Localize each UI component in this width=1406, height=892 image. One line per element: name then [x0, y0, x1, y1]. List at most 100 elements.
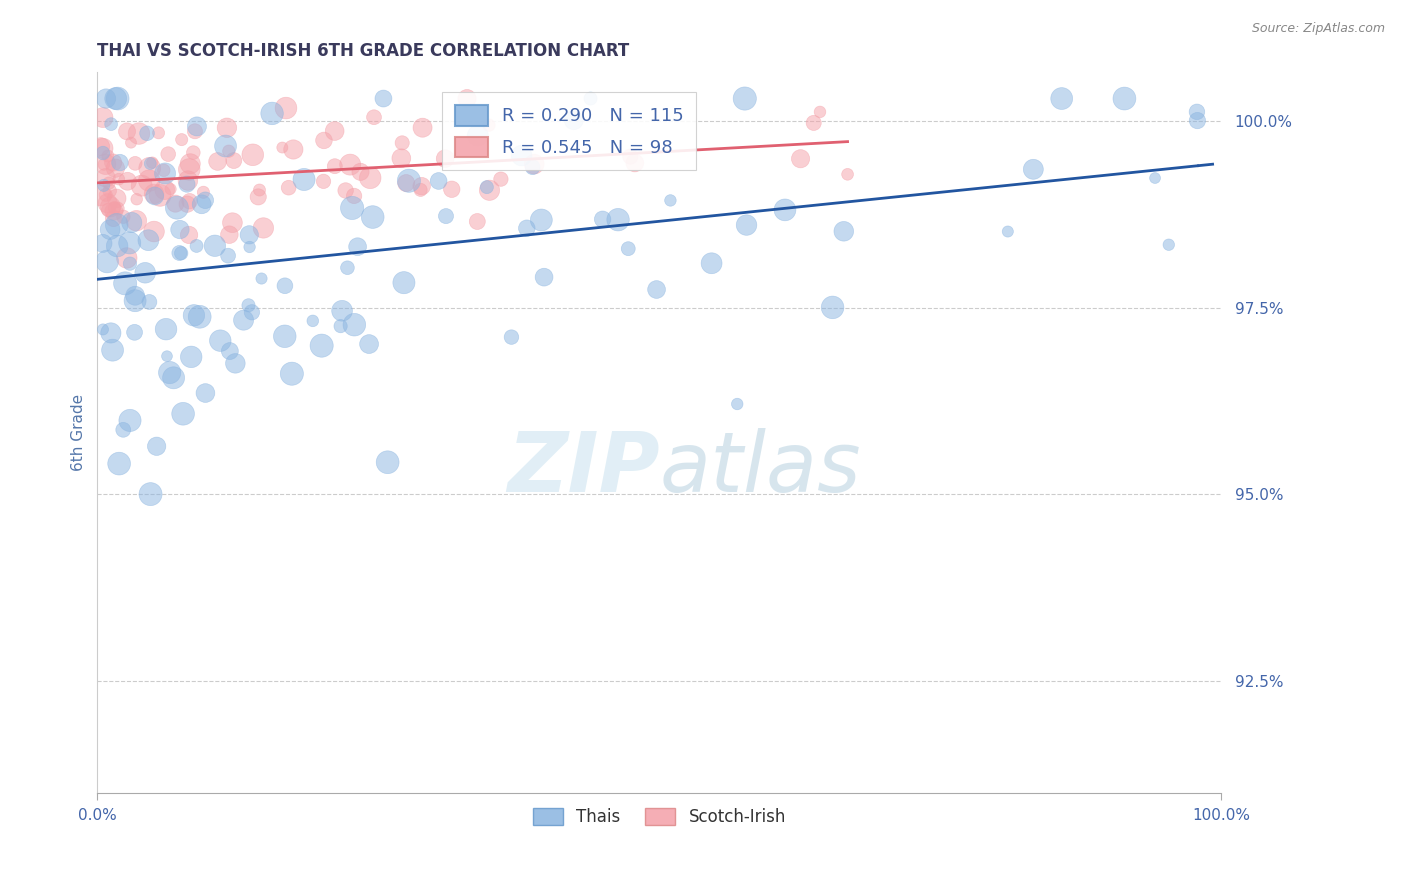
- Point: [232, 313, 254, 327]
- Point: [734, 91, 756, 105]
- Point: [725, 397, 748, 411]
- Point: [104, 91, 127, 105]
- Point: [97, 202, 120, 217]
- Point: [339, 158, 361, 172]
- Point: [162, 371, 184, 385]
- Point: [124, 289, 146, 303]
- Point: [392, 276, 415, 290]
- Point: [172, 407, 194, 421]
- Point: [489, 172, 512, 186]
- Point: [117, 174, 139, 188]
- Point: [373, 91, 395, 105]
- Y-axis label: 6th Grade: 6th Grade: [72, 394, 86, 471]
- Point: [283, 143, 305, 157]
- Point: [395, 176, 418, 190]
- Point: [121, 215, 143, 229]
- Point: [808, 104, 831, 119]
- Point: [186, 120, 208, 134]
- Point: [183, 145, 205, 160]
- Point: [389, 151, 412, 165]
- Point: [107, 202, 129, 216]
- Point: [96, 254, 118, 268]
- Point: [1144, 171, 1167, 186]
- Point: [478, 118, 501, 132]
- Point: [177, 227, 200, 242]
- Point: [361, 210, 384, 224]
- Point: [312, 174, 335, 188]
- Point: [700, 256, 723, 270]
- Point: [138, 161, 160, 176]
- Point: [98, 184, 121, 198]
- Point: [346, 240, 368, 254]
- Point: [194, 386, 217, 401]
- Point: [107, 91, 129, 105]
- Point: [516, 221, 538, 235]
- Point: [179, 162, 201, 177]
- Point: [398, 174, 420, 188]
- Point: [194, 194, 217, 208]
- Point: [659, 194, 682, 208]
- Point: [145, 439, 167, 453]
- Point: [176, 177, 198, 191]
- Point: [101, 155, 124, 169]
- Point: [579, 91, 602, 105]
- Point: [112, 423, 135, 437]
- Point: [217, 249, 239, 263]
- Point: [103, 204, 125, 219]
- Point: [124, 156, 146, 170]
- Point: [125, 192, 148, 206]
- Point: [292, 172, 315, 186]
- Point: [277, 180, 299, 194]
- Point: [190, 197, 212, 211]
- Point: [329, 319, 352, 334]
- Point: [169, 246, 191, 260]
- Point: [125, 213, 148, 227]
- Point: [159, 182, 181, 196]
- Point: [412, 120, 434, 135]
- Point: [105, 218, 128, 232]
- Point: [153, 183, 176, 197]
- Point: [214, 139, 236, 153]
- Point: [139, 156, 162, 170]
- Point: [821, 301, 844, 315]
- Point: [157, 147, 180, 161]
- Point: [250, 271, 273, 285]
- Point: [97, 196, 120, 211]
- Point: [179, 194, 201, 209]
- Point: [510, 148, 533, 162]
- Point: [138, 295, 160, 310]
- Point: [323, 159, 346, 173]
- Point: [274, 101, 297, 115]
- Point: [103, 201, 125, 215]
- Point: [138, 173, 160, 187]
- Point: [218, 344, 240, 359]
- Point: [155, 322, 177, 336]
- Point: [218, 227, 240, 242]
- Point: [1185, 104, 1208, 119]
- Point: [247, 190, 270, 204]
- Point: [837, 167, 859, 181]
- Point: [434, 209, 457, 223]
- Point: [105, 191, 128, 205]
- Point: [124, 326, 146, 340]
- Point: [169, 222, 191, 236]
- Point: [118, 413, 141, 427]
- Point: [465, 214, 488, 228]
- Point: [312, 133, 335, 147]
- Point: [94, 91, 117, 105]
- Point: [97, 149, 120, 163]
- Point: [645, 283, 668, 297]
- Point: [204, 239, 226, 253]
- Point: [153, 166, 176, 180]
- Point: [391, 136, 413, 150]
- Point: [97, 176, 120, 190]
- Point: [91, 141, 114, 155]
- Point: [112, 210, 135, 224]
- Point: [159, 366, 181, 380]
- Point: [238, 227, 260, 242]
- Point: [311, 339, 333, 353]
- Point: [148, 126, 170, 140]
- Point: [100, 117, 122, 131]
- Point: [335, 184, 357, 198]
- Text: Source: ZipAtlas.com: Source: ZipAtlas.com: [1251, 22, 1385, 36]
